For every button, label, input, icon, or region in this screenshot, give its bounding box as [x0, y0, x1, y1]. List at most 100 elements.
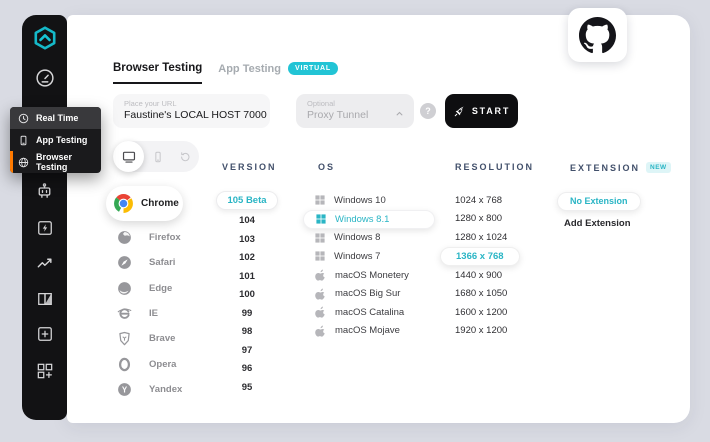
- svg-text:Y: Y: [122, 385, 128, 394]
- github-octocat-icon: [579, 16, 616, 54]
- clock-icon: [18, 113, 29, 124]
- resolution-option[interactable]: 1680 x 1050: [455, 288, 508, 300]
- version-option-selected[interactable]: 105 Beta: [216, 191, 278, 210]
- version-option[interactable]: 97: [241, 344, 253, 356]
- menu-item-label: Real Time: [36, 113, 79, 123]
- browser-option-ie[interactable]: IE: [117, 305, 158, 321]
- automation-robot-icon[interactable]: [22, 181, 67, 202]
- speed-gauge-icon[interactable]: [22, 67, 67, 89]
- browser-label: Opera: [149, 358, 177, 370]
- globe-icon: [18, 157, 29, 168]
- os-option-windows-10[interactable]: Windows 10: [303, 191, 435, 210]
- browser-option-yandex[interactable]: Y Yandex: [117, 381, 182, 397]
- menu-item-real-time[interactable]: Real Time: [10, 107, 101, 129]
- browser-option-chrome[interactable]: Chrome: [106, 186, 183, 221]
- version-option[interactable]: 101: [239, 270, 255, 282]
- browser-option-firefox[interactable]: Firefox: [117, 229, 181, 245]
- browser-option-opera[interactable]: Opera: [117, 356, 176, 372]
- os-option-windows-7[interactable]: Windows 7: [303, 247, 435, 266]
- os-label: macOS Monetery: [335, 269, 409, 281]
- column-header-version: VERSION: [222, 162, 277, 172]
- windows-icon: [315, 251, 325, 262]
- menu-item-app-testing[interactable]: App Testing: [10, 129, 101, 151]
- compare-pages-icon[interactable]: [22, 289, 67, 309]
- virtual-badge: VIRTUAL: [287, 62, 338, 75]
- quick-run-icon[interactable]: [22, 218, 67, 238]
- add-test-icon[interactable]: [22, 324, 67, 344]
- resolution-option[interactable]: 1280 x 1024: [455, 231, 508, 243]
- version-option[interactable]: 98: [241, 326, 253, 337]
- os-option-macos-mojave[interactable]: macOS Mojave: [303, 322, 435, 341]
- browser-option-safari[interactable]: Safari: [117, 254, 175, 270]
- main-card: Browser Testing App Testing VIRTUAL Plac…: [67, 15, 690, 423]
- apps-grid-plus-icon[interactable]: [22, 361, 67, 381]
- version-option[interactable]: 95: [241, 381, 253, 393]
- extension-option-none[interactable]: No Extension: [557, 191, 641, 211]
- resolution-option[interactable]: 1600 x 1200: [455, 306, 508, 318]
- sidebar-flyout-menu: Real Time App Testing Browser Testing: [10, 107, 101, 173]
- url-input[interactable]: Place your URL Faustine's LOCAL HOST 700…: [113, 94, 270, 128]
- help-button[interactable]: ?: [420, 103, 436, 119]
- os-list: Windows 10 Windows 8.1 Windows 8 Windows…: [303, 191, 435, 340]
- os-option-macos-catalina[interactable]: macOS Catalina: [303, 303, 435, 322]
- monitor-icon: [121, 149, 137, 165]
- url-input-value: Faustine's LOCAL HOST 7000: [124, 109, 267, 121]
- browser-label: Brave: [149, 332, 176, 344]
- os-label: Windows 7: [334, 250, 381, 262]
- version-option[interactable]: 100: [239, 289, 255, 300]
- resolution-option[interactable]: 1440 x 900: [455, 269, 503, 281]
- os-label: macOS Catalina: [335, 306, 405, 318]
- tab-bar: Browser Testing App Testing VIRTUAL: [113, 62, 338, 84]
- resolution-option[interactable]: 1280 x 800: [455, 213, 503, 225]
- version-option[interactable]: 99: [241, 307, 253, 319]
- yandex-icon: Y: [117, 382, 132, 397]
- version-list: 105 Beta 104 103 102 101 100 99 98 97 96…: [214, 191, 280, 397]
- mobile-toggle[interactable]: [144, 150, 172, 164]
- github-button[interactable]: [568, 8, 627, 62]
- mobile-icon: [18, 135, 29, 146]
- extension-option-add[interactable]: Add Extension: [564, 217, 631, 229]
- start-button[interactable]: START: [445, 94, 518, 128]
- analytics-trend-icon[interactable]: [22, 253, 67, 273]
- tab-app-testing[interactable]: App Testing: [218, 62, 281, 75]
- browser-option-edge[interactable]: Edge: [117, 280, 172, 296]
- sidebar: [22, 15, 67, 420]
- os-option-macos-monetery[interactable]: macOS Monetery: [303, 266, 435, 285]
- version-option[interactable]: 102: [239, 252, 255, 263]
- windows-icon: [315, 233, 325, 243]
- os-option-macos-big-sur[interactable]: macOS Big Sur: [303, 284, 435, 303]
- os-label: macOS Mojave: [335, 325, 400, 337]
- history-toggle[interactable]: [172, 150, 200, 164]
- device-type-toggle: [113, 141, 199, 172]
- tab-browser-testing[interactable]: Browser Testing: [113, 62, 203, 84]
- column-header-extension: EXTENSION NEW: [570, 162, 671, 173]
- browser-option-brave[interactable]: Brave: [117, 330, 175, 346]
- phone-icon: [151, 150, 165, 164]
- proxy-tunnel-select[interactable]: Optional Proxy Tunnel: [296, 94, 414, 128]
- extension-list: No Extension Add Extension: [557, 191, 641, 229]
- resolution-option[interactable]: 1920 x 1200: [455, 325, 508, 337]
- ie-icon: [117, 306, 132, 321]
- lambdatest-logo-icon[interactable]: [22, 25, 67, 51]
- desktop-toggle[interactable]: [113, 141, 144, 172]
- os-option-windows-8-1[interactable]: Windows 8.1: [303, 209, 435, 229]
- resolution-option[interactable]: 1024 x 768: [455, 194, 503, 206]
- history-icon: [178, 150, 192, 164]
- browser-label: Yandex: [149, 383, 183, 395]
- apple-icon: [315, 269, 326, 281]
- new-badge: NEW: [646, 162, 671, 173]
- windows-icon: [315, 195, 325, 205]
- browser-label: IE: [149, 307, 158, 319]
- resolution-option-selected[interactable]: 1366 x 768: [440, 246, 520, 266]
- version-option[interactable]: 103: [239, 233, 255, 245]
- column-header-os: OS: [318, 162, 336, 172]
- version-option[interactable]: 96: [241, 363, 253, 374]
- os-option-windows-8[interactable]: Windows 8: [303, 229, 435, 248]
- opera-icon: [117, 357, 132, 372]
- rocket-icon: [453, 105, 466, 118]
- menu-item-browser-testing[interactable]: Browser Testing: [10, 151, 101, 173]
- version-option[interactable]: 104: [239, 215, 255, 226]
- edge-icon: [117, 281, 132, 296]
- menu-item-label: Browser Testing: [36, 152, 73, 172]
